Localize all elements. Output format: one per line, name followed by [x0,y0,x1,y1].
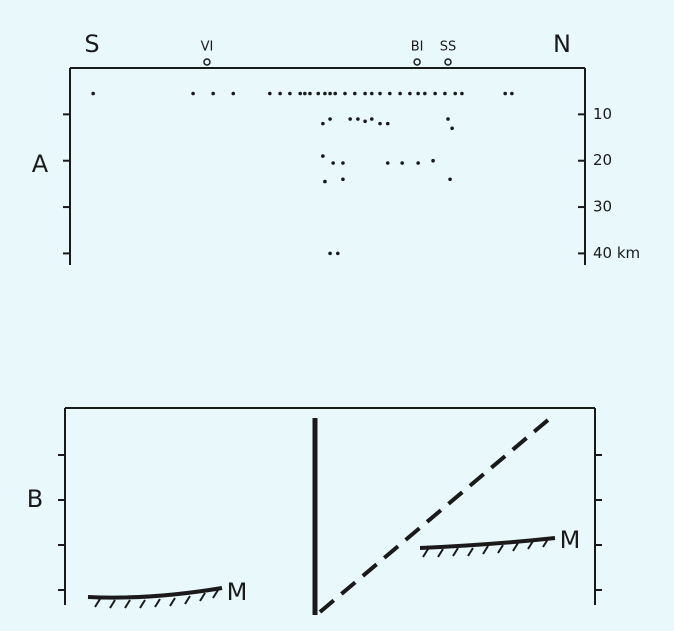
hypocenter [510,91,514,96]
hypocenter [336,251,340,256]
panel-label: A [32,150,49,178]
hypocenter [388,91,392,96]
hypocenter [323,179,327,184]
hypocenter [341,161,345,165]
south-label: S [84,30,99,58]
hypocenter [453,91,458,96]
hypocenter [433,91,437,96]
hypocenter [316,91,321,96]
station-label: BI [411,40,424,55]
hypocenter [443,91,447,96]
hypocenter [446,117,450,121]
hypocenter [385,121,390,126]
hypocenter [328,117,332,121]
hypocenter [298,91,303,96]
station-marker [413,58,421,66]
hypocenter [343,91,347,96]
y-tick-label: 40 km [593,244,640,262]
hypocenter [333,91,338,96]
station-marker [444,58,452,66]
hypocenter [460,91,464,96]
station-label: SS [440,40,457,55]
station-label: VI [201,40,214,55]
hypocenter [398,91,402,96]
y-tick-label: 30 [593,198,612,216]
hypocenter [308,91,312,96]
hypocenter [423,91,427,96]
hypocenter [431,158,435,163]
y-tick-label: 20 [593,151,612,169]
hypocenter [328,251,332,256]
y-tick-label: 10 [593,105,612,123]
hypocenter [448,177,452,182]
hypocenter [363,91,367,96]
hypocenter [191,91,195,96]
hypocenter [369,117,374,121]
hypocenter [378,91,382,96]
hypocenter [303,91,307,96]
hypocenter [348,117,352,121]
panel-b [58,407,602,615]
hypocenter [385,161,390,165]
hypocenter [416,161,420,165]
hypocenter [331,161,335,165]
hypocenter [321,154,325,158]
station-marker [203,58,211,66]
panel-label: B [27,485,43,513]
hypocenter [378,121,382,126]
hypocenter [211,91,215,96]
hypocenter [288,91,292,96]
hypocenter [408,91,412,96]
moho-label: M [227,578,248,606]
north-label: N [553,30,571,58]
hypocenter [369,91,374,96]
hypocenter [341,177,345,182]
hypocenter [352,91,357,96]
hypocenter [231,91,236,96]
hypocenter [278,91,282,96]
hypocenter [321,121,325,126]
hypocenter [400,161,404,165]
hypocenter [363,119,367,124]
moho-label: M [560,526,581,554]
hypocenter [328,91,332,96]
hypocenter [268,91,272,96]
hypocenter [450,126,454,131]
hypocenter [416,91,420,96]
hypocenter [356,117,360,121]
hypocenter [91,91,95,96]
hypocenter [503,91,507,96]
hypocenter [323,91,327,96]
